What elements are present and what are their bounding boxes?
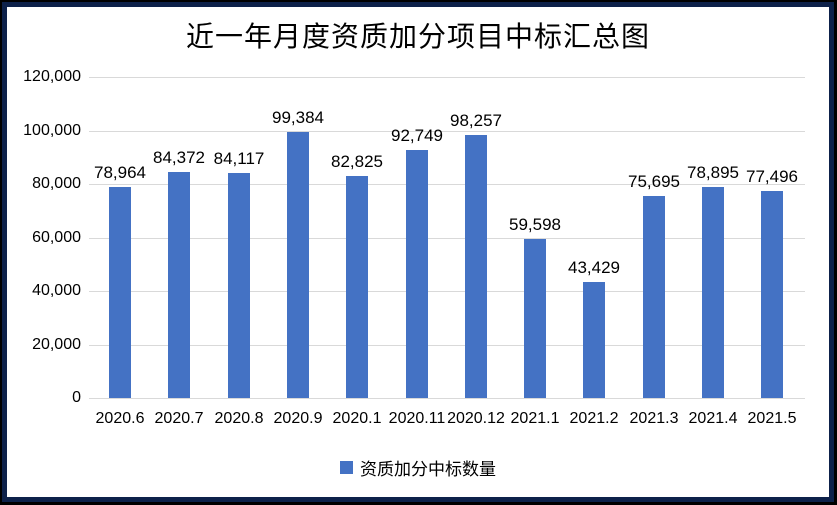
bar-2020.12 bbox=[465, 135, 487, 398]
y-axis-tick-label: 40,000 bbox=[32, 282, 81, 299]
x-axis-tick-label: 2021.5 bbox=[747, 410, 797, 427]
x-axis-tick-label: 2020.9 bbox=[273, 410, 323, 427]
x-axis-tick-label: 2021.1 bbox=[510, 410, 560, 427]
bar-2020.7 bbox=[168, 172, 190, 398]
value-label-2020.12: 98,257 bbox=[450, 111, 502, 130]
x-axis-tick-label: 2020.11 bbox=[388, 410, 446, 427]
x-axis-tick-label: 2020.8 bbox=[214, 410, 264, 427]
plot-area bbox=[89, 77, 805, 399]
bar-2020.9 bbox=[287, 132, 309, 398]
value-label-2021.5: 77,496 bbox=[746, 167, 798, 186]
gridline bbox=[89, 398, 805, 399]
gridline bbox=[89, 131, 805, 132]
y-axis-tick-label: 80,000 bbox=[32, 175, 81, 192]
x-axis-tick-label: 2020.12 bbox=[447, 410, 505, 427]
x-axis-tick-label: 2020.1 bbox=[332, 410, 382, 427]
value-label-2020.1: 82,825 bbox=[331, 152, 383, 171]
value-label-2020.6: 78,964 bbox=[94, 163, 146, 182]
value-label-2020.11: 92,749 bbox=[391, 126, 443, 145]
bar-2021.5 bbox=[761, 191, 783, 398]
gridline bbox=[89, 291, 805, 292]
bar-2021.3 bbox=[643, 196, 665, 398]
y-axis-tick-label: 0 bbox=[72, 389, 81, 406]
gridline bbox=[89, 345, 805, 346]
gridline bbox=[89, 77, 805, 78]
value-label-2020.9: 99,384 bbox=[272, 108, 324, 127]
x-axis-tick-label: 2020.7 bbox=[154, 410, 204, 427]
x-axis-tick-label: 2021.4 bbox=[688, 410, 738, 427]
bar-2020.1 bbox=[346, 176, 368, 398]
bar-2020.11 bbox=[406, 150, 428, 398]
y-axis-tick-label: 60,000 bbox=[32, 229, 81, 246]
value-label-2021.3: 75,695 bbox=[628, 172, 680, 191]
value-label-2020.7: 84,372 bbox=[153, 148, 205, 167]
value-label-2021.2: 43,429 bbox=[568, 258, 620, 277]
bar-2020.6 bbox=[109, 187, 131, 398]
y-axis-tick-label: 120,000 bbox=[23, 68, 81, 85]
bar-2021.1 bbox=[524, 239, 546, 398]
bar-2021.2 bbox=[583, 282, 605, 398]
bar-2021.4 bbox=[702, 187, 724, 398]
legend-label: 资质加分中标数量 bbox=[360, 460, 496, 479]
gridline bbox=[89, 238, 805, 239]
x-axis-tick-label: 2021.2 bbox=[569, 410, 619, 427]
y-axis-tick-label: 20,000 bbox=[32, 336, 81, 353]
legend: 资质加分中标数量 bbox=[7, 455, 829, 480]
chart-title: 近一年月度资质加分项目中标汇总图 bbox=[185, 21, 650, 52]
value-label-2021.1: 59,598 bbox=[509, 215, 561, 234]
gridline bbox=[89, 184, 805, 185]
x-axis-tick-label: 2020.6 bbox=[95, 410, 145, 427]
legend-swatch-icon bbox=[340, 461, 353, 474]
value-label-2021.4: 78,895 bbox=[687, 163, 739, 182]
y-axis-tick-label: 100,000 bbox=[23, 122, 81, 139]
bar-2020.8 bbox=[228, 173, 250, 398]
x-axis-tick-label: 2021.3 bbox=[629, 410, 679, 427]
value-label-2020.8: 84,117 bbox=[213, 149, 265, 168]
